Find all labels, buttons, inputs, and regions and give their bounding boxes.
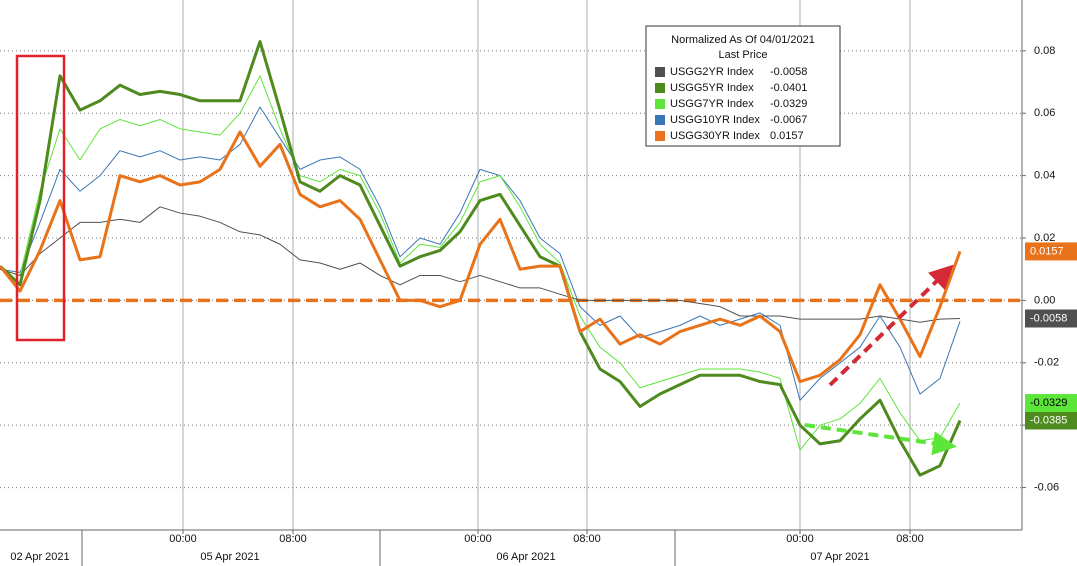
x-tick-label: 08:00 <box>896 533 924 545</box>
legend-label: USGG30YR Index <box>670 130 760 142</box>
legend-items: USGG2YR Index -0.0058 USGG5YR Index -0.0401… <box>655 66 807 142</box>
date-label: 06 Apr 2021 <box>496 551 555 563</box>
y-tick-label: 0.06 <box>1034 107 1055 119</box>
date-label: 07 Apr 2021 <box>810 551 869 563</box>
lines <box>0 39 962 477</box>
end-label-box <box>1025 394 1077 413</box>
y-tick-label: 0.00 <box>1034 294 1055 306</box>
legend-value: -0.0058 <box>770 66 807 78</box>
legend-swatch <box>655 131 665 141</box>
legend-value: -0.0329 <box>770 98 807 110</box>
axis-labels: 0.080.060.040.020.00-0.02-0.04-0.0600:00… <box>10 45 1077 563</box>
end-label-box <box>1025 309 1077 328</box>
legend-swatch <box>655 99 665 109</box>
series-line <box>0 130 962 384</box>
series-line <box>0 75 961 451</box>
x-tick-label: 00:00 <box>464 533 492 545</box>
legend-label: USGG2YR Index <box>670 66 754 78</box>
series-line <box>0 206 961 323</box>
legend-value: 0.0157 <box>770 130 804 142</box>
date-label: 05 Apr 2021 <box>200 551 259 563</box>
series-line <box>0 39 962 477</box>
series-line <box>0 106 961 401</box>
x-tick-label: 08:00 <box>573 533 601 545</box>
legend-label: USGG10YR Index <box>670 114 760 126</box>
legend-swatch <box>655 67 665 77</box>
legend-box <box>645 25 841 147</box>
end-label: 0.0157 <box>1030 245 1064 257</box>
legend-swatch <box>655 115 665 125</box>
end-label-box <box>1025 242 1077 261</box>
legend-label: USGG5YR Index <box>670 82 754 94</box>
y-tick-label: -0.06 <box>1034 481 1059 493</box>
end-label-box <box>1025 411 1077 430</box>
legend-value: -0.0067 <box>770 114 807 126</box>
end-label: -0.0058 <box>1030 312 1067 324</box>
y-tick-label: -0.02 <box>1034 357 1059 369</box>
highlight-box <box>15 54 66 342</box>
x-tick-label: 08:00 <box>279 533 307 545</box>
down-arrow <box>804 423 957 456</box>
date-label: 02 Apr 2021 <box>10 551 69 563</box>
x-tick-label: 00:00 <box>169 533 197 545</box>
legend-title: Normalized As Of 04/01/2021 <box>671 34 815 46</box>
legend-value: -0.0401 <box>770 82 807 94</box>
up-arrow <box>828 264 954 387</box>
legend-subtitle: Last Price <box>719 49 768 61</box>
end-label: -0.0385 <box>1030 414 1067 426</box>
y-tick-label: 0.04 <box>1034 170 1055 182</box>
legend-swatch <box>655 83 665 93</box>
y-tick-label: 0.08 <box>1034 45 1055 57</box>
legend: Normalized As Of 04/01/2021 Last Price U… <box>645 25 841 147</box>
end-label: -0.0329 <box>1030 397 1067 409</box>
legend-label: USGG7YR Index <box>670 98 754 110</box>
grid <box>0 0 1022 530</box>
x-tick-label: 00:00 <box>786 533 814 545</box>
y-tick-label: 0.02 <box>1034 232 1055 244</box>
